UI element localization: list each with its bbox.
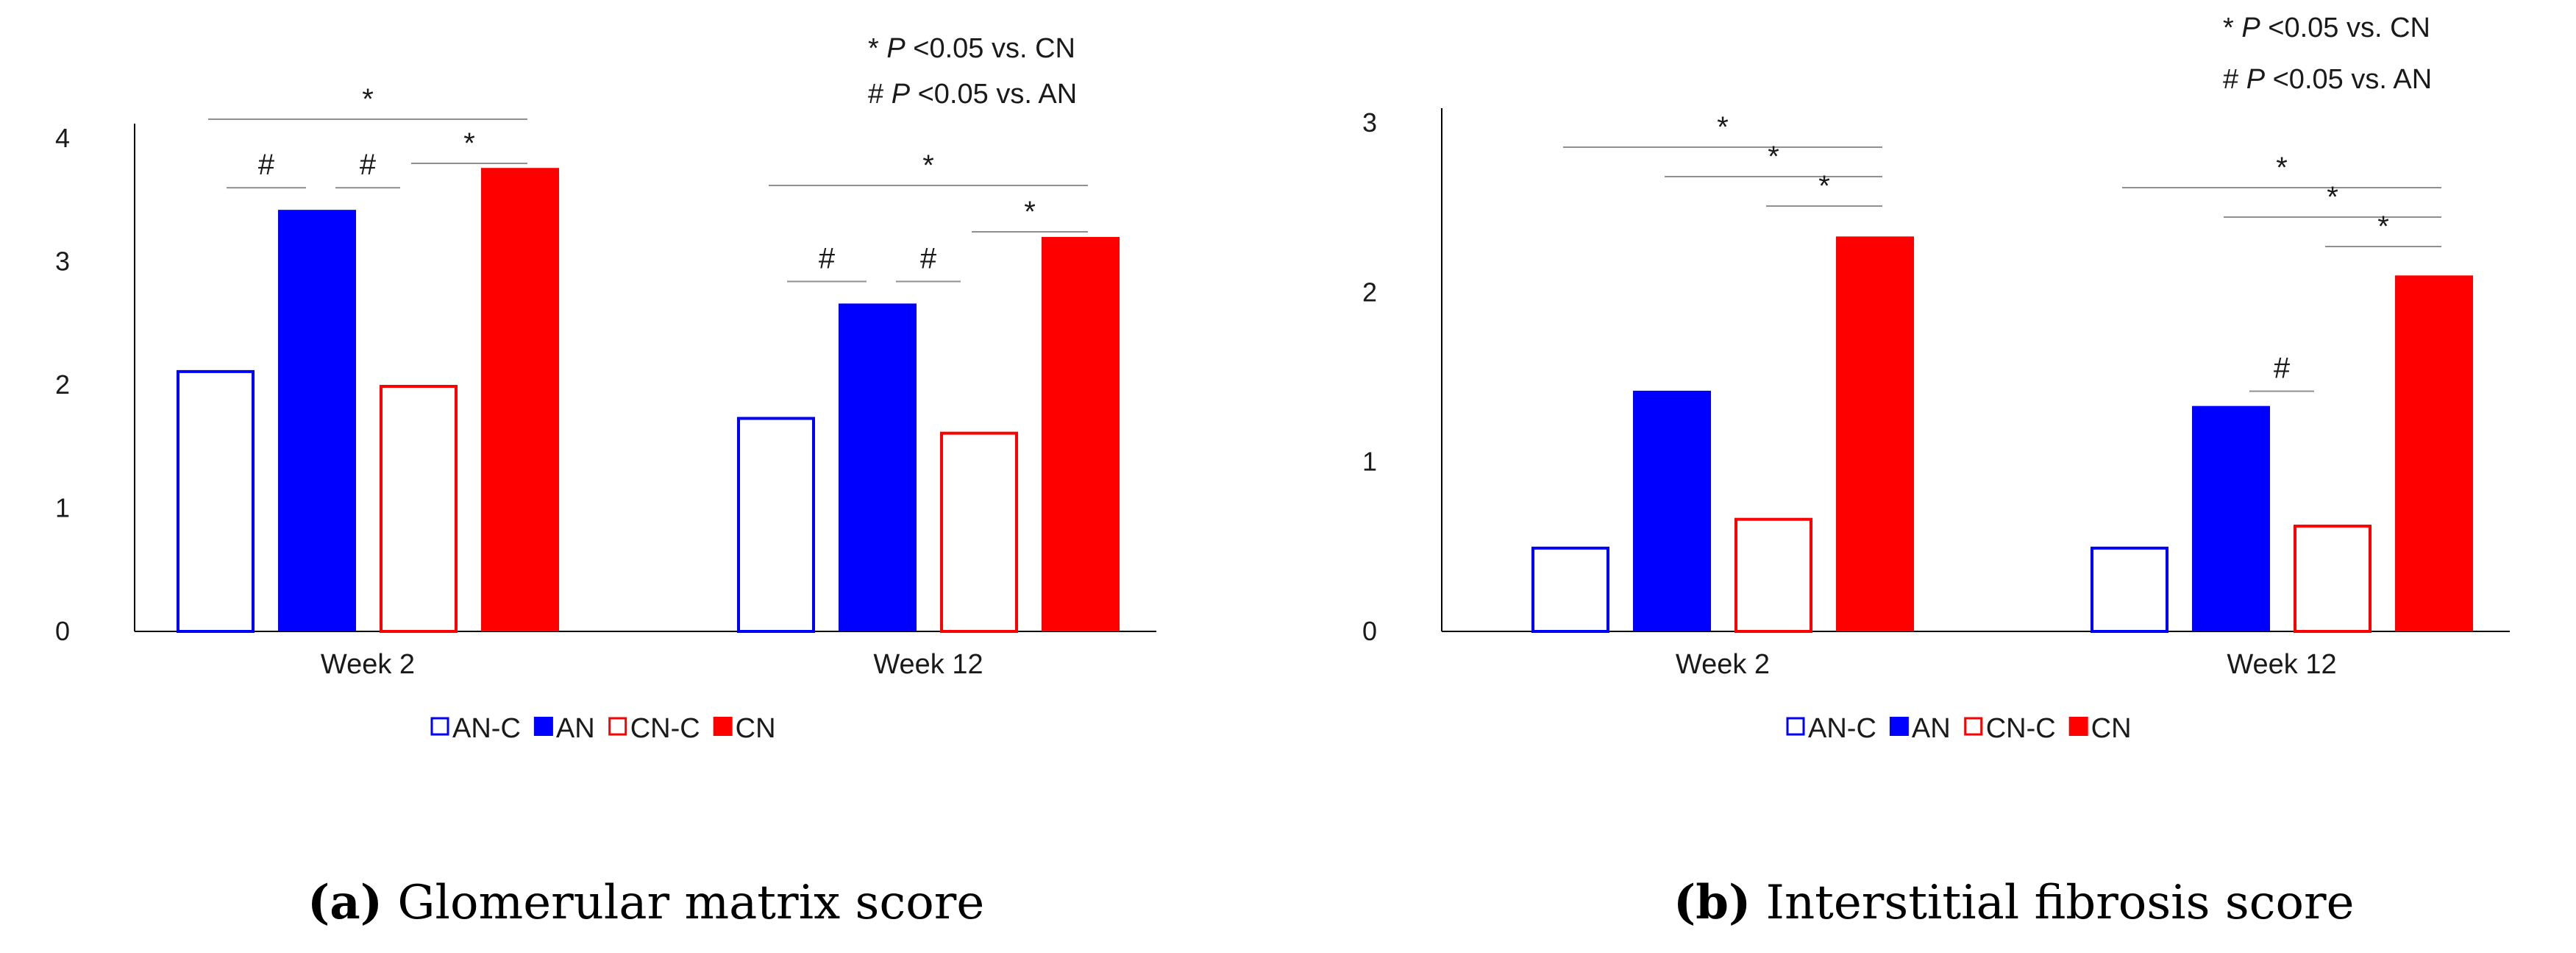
legend-swatch-cn	[2068, 717, 2088, 736]
y-tick-label: 1	[1362, 447, 1377, 477]
annotation-rest: <0.05 vs. AN	[2265, 64, 2432, 95]
annotation-rest: <0.05 vs. CN	[905, 33, 1075, 64]
bar-cn-c-week-12	[2294, 524, 2372, 634]
panel-b: 0 1 2 3 Week 2 Week 12 * * * * * * # * P <0.05 vs. CN…	[1362, 13, 2510, 930]
y-tick-label: 3	[1362, 107, 1377, 138]
legend-swatch-an-c	[1786, 717, 1805, 736]
significance-marker: *	[362, 83, 374, 116]
annotation-hash: # P <0.05 vs. AN	[868, 79, 1077, 110]
significance-marker: *	[1717, 111, 1729, 144]
significance-marker: #	[360, 149, 377, 181]
legend-label-cn-c: CN-C	[1986, 713, 2056, 744]
y-tick-label: 4	[55, 123, 70, 153]
legend-swatch-cn	[713, 717, 733, 736]
legend-label-cn-c: CN-C	[630, 713, 700, 744]
y-tick-label: 2	[55, 369, 70, 400]
significance-marker: *	[1818, 170, 1830, 202]
annotation-p: P	[2246, 64, 2266, 95]
panel-caption: (a) Glomerular matrix score	[307, 875, 984, 930]
legend-label-an-c: AN-C	[452, 713, 521, 744]
legend-swatch-an	[533, 717, 553, 736]
significance-marker: *	[2377, 210, 2389, 243]
significance-marker: *	[463, 127, 475, 160]
x-category-label: Week 12	[2227, 649, 2336, 680]
significance-marker: *	[2276, 152, 2288, 184]
significance-marker: *	[922, 149, 934, 182]
significance-marker: #	[920, 242, 937, 274]
significance-marker: #	[819, 242, 836, 274]
caption-text: Glomerular matrix score	[383, 876, 984, 930]
legend-label-an: AN	[1912, 713, 1951, 744]
legend-label-an-c: AN-C	[1808, 713, 1876, 744]
annotation-p: P	[892, 79, 911, 110]
bar-cn-week-2	[481, 168, 559, 631]
bar-an-week-2	[1633, 390, 1711, 631]
annotation-symbol: *	[2223, 13, 2241, 43]
legend-swatch-cn-c	[608, 717, 627, 736]
bar-cn-c-week-12	[940, 431, 1018, 634]
legend-label-cn: CN	[736, 713, 776, 744]
caption-text: Interstitial fibrosis score	[1751, 876, 2354, 930]
annotation-star: * P <0.05 vs. CN	[868, 33, 1075, 64]
bar-cn-week-12	[2395, 275, 2473, 631]
annotation-star: * P <0.05 vs. CN	[2223, 13, 2430, 43]
x-category-label: Week 2	[1676, 649, 1770, 680]
bar-cn-week-12	[1042, 237, 1120, 631]
panel-caption: (b) Interstitial fibrosis score	[1673, 875, 2355, 930]
bar-an-week-12	[839, 303, 917, 631]
y-tick-label: 1	[55, 493, 70, 523]
significance-marker: *	[2327, 181, 2338, 213]
bar-an-week-2	[278, 210, 356, 631]
legend-swatch-cn-c	[1964, 717, 1983, 736]
bar-cn-c-week-2	[1734, 517, 1812, 634]
legend-label-cn: CN	[2091, 713, 2132, 744]
annotation-symbol: #	[2223, 64, 2246, 95]
x-category-label: Week 2	[321, 649, 415, 680]
legend-swatch-an-c	[430, 717, 449, 736]
annotation-p: P	[886, 33, 905, 64]
legend-label-an: AN	[556, 713, 595, 744]
y-tick-label: 2	[1362, 277, 1377, 307]
annotation-hash: # P <0.05 vs. AN	[2223, 64, 2432, 95]
legend-swatch-an	[1889, 717, 1909, 736]
bar-an-week-12	[2192, 405, 2270, 631]
significance-marker: *	[1024, 196, 1036, 228]
y-tick-label: 3	[55, 247, 70, 277]
x-category-label: Week 12	[873, 649, 983, 680]
annotation-symbol: #	[868, 79, 892, 110]
caption-label: (b)	[1673, 875, 1751, 930]
significance-marker: #	[258, 149, 275, 181]
annotation-rest: <0.05 vs. AN	[910, 79, 1077, 110]
bar-cn-week-2	[1836, 236, 1914, 631]
y-tick-label: 0	[1362, 616, 1377, 646]
bar-an-c-week-2	[1531, 546, 1609, 633]
bar-an-c-week-12	[2091, 546, 2168, 633]
caption-label: (a)	[307, 875, 383, 930]
significance-marker: *	[1768, 141, 1779, 173]
annotation-symbol: *	[868, 33, 886, 64]
panel-a: 0 1 2 3 4 Week 2 Week 12 * * # # * * # # * P <0.05 vs. …	[55, 33, 1156, 930]
significance-marker: #	[2274, 352, 2291, 385]
bar-an-c-week-2	[177, 369, 255, 633]
annotation-rest: <0.05 vs. CN	[2260, 13, 2430, 43]
bar-an-c-week-12	[737, 417, 815, 633]
annotation-p: P	[2241, 13, 2260, 43]
bar-cn-c-week-2	[380, 385, 458, 633]
y-tick-label: 0	[55, 616, 70, 646]
